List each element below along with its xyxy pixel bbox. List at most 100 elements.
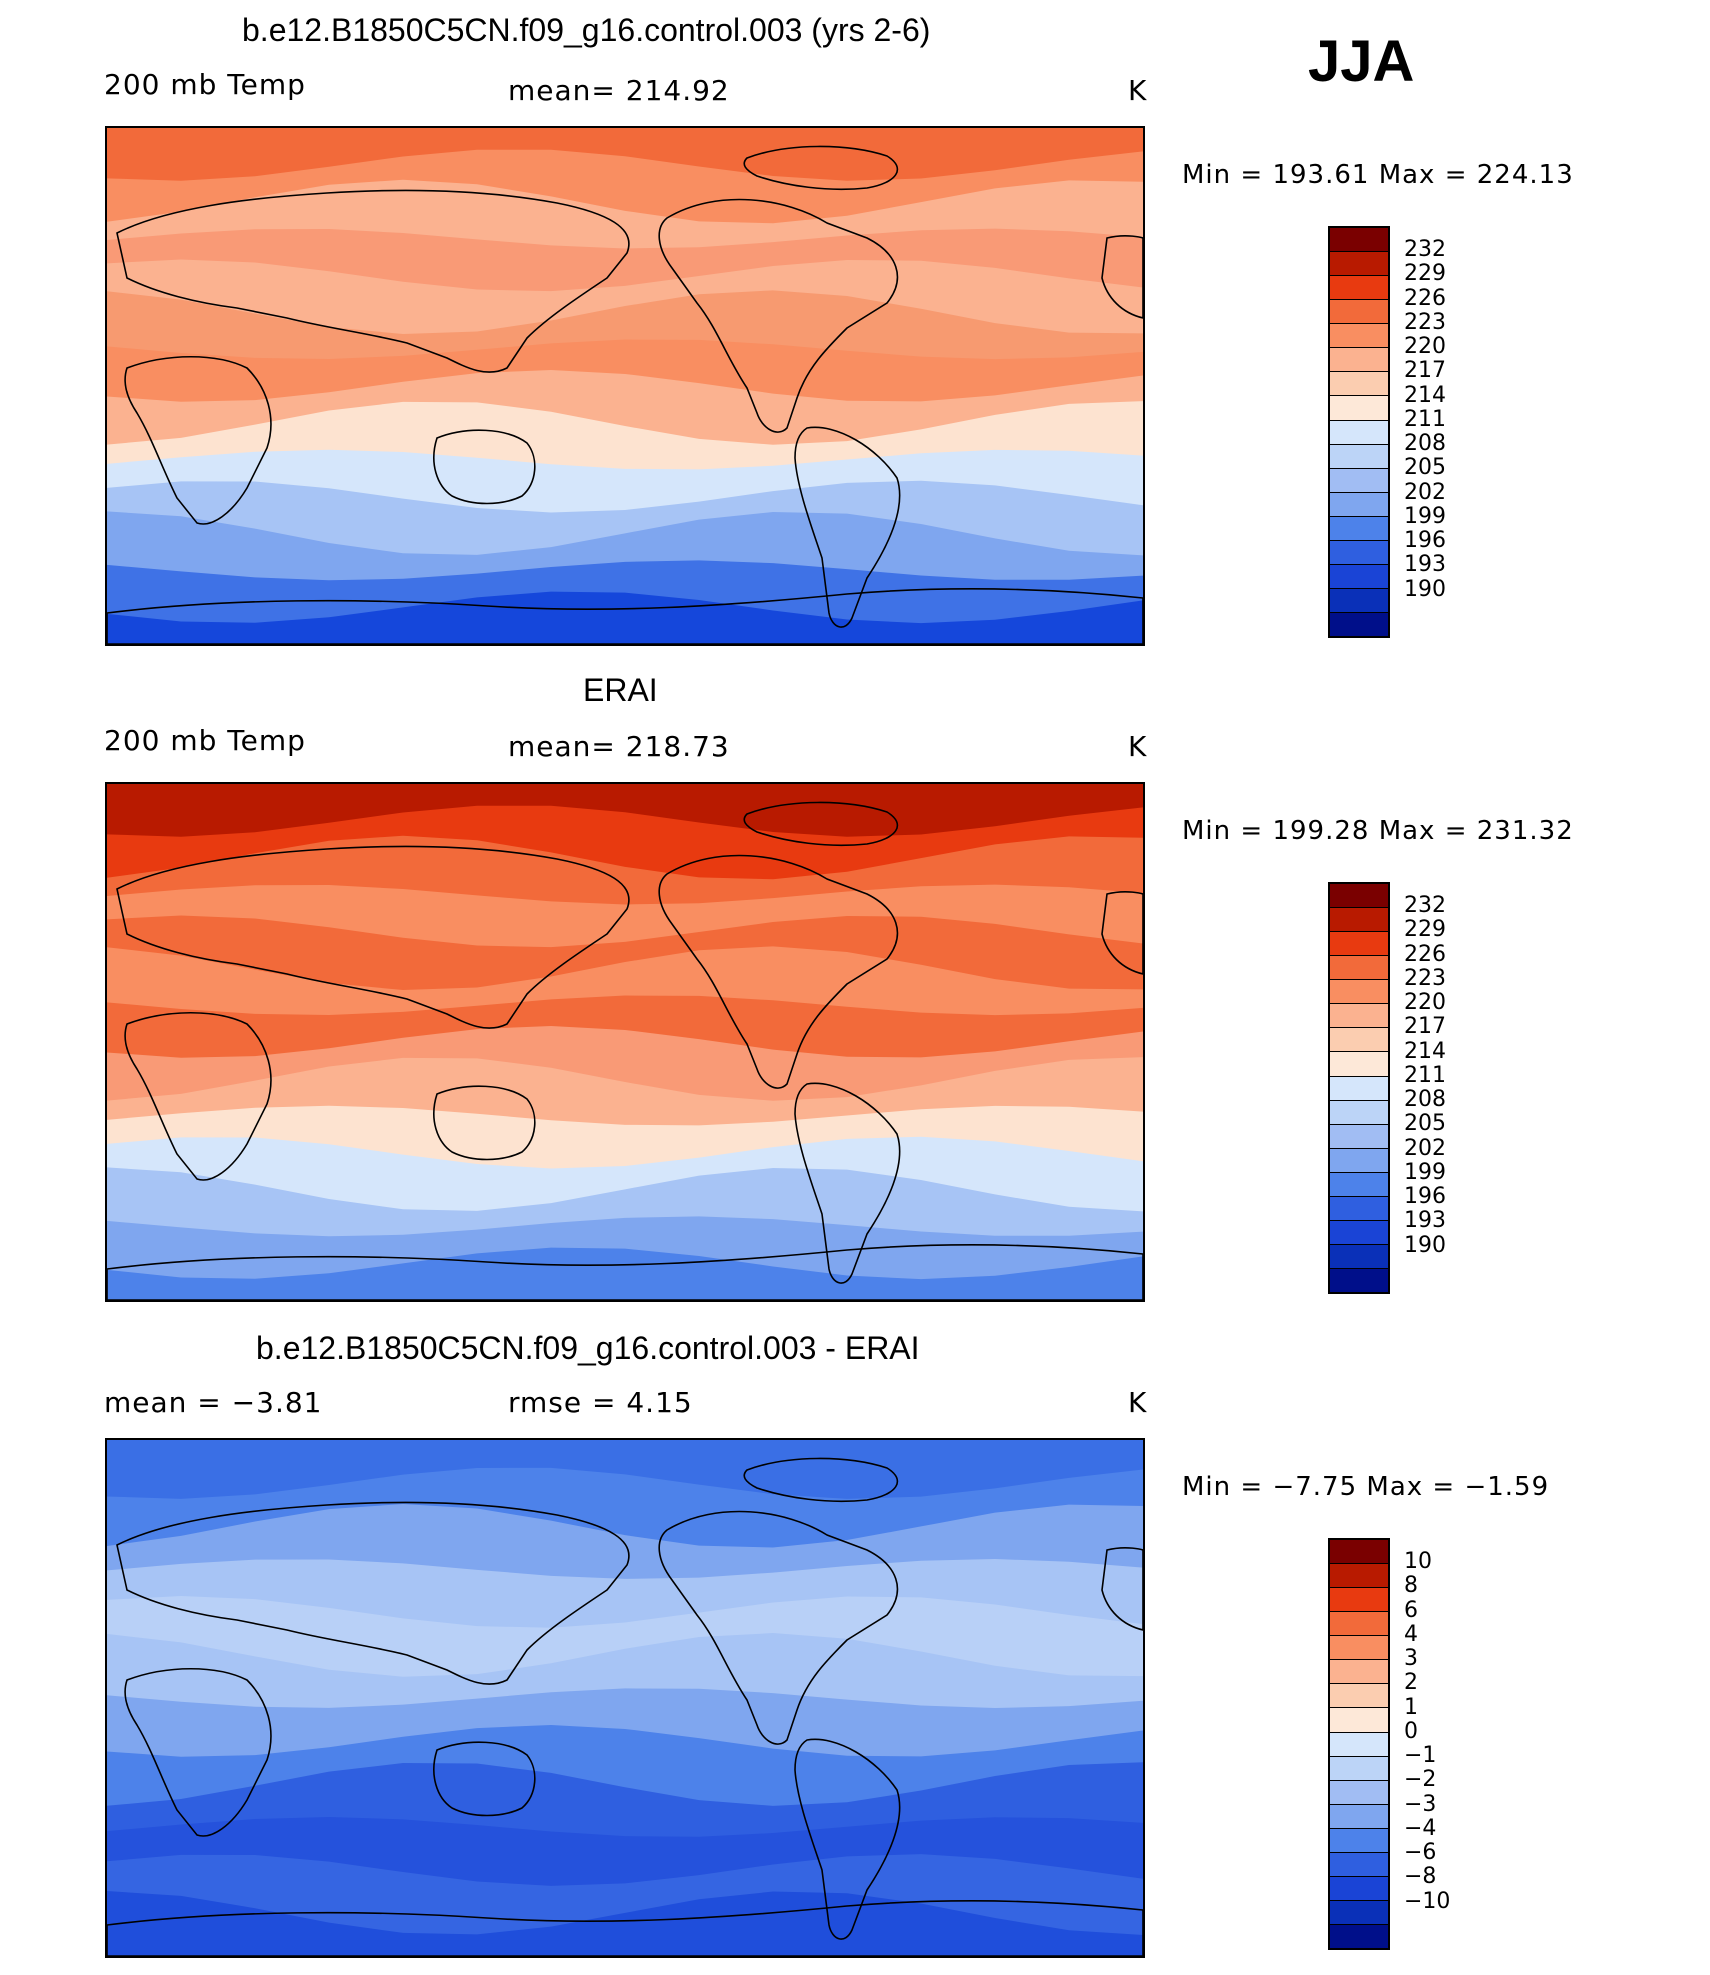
colorbar-tick-label: −1 — [1404, 1743, 1437, 1769]
panel1-mean-label: mean= 214.92 — [508, 74, 730, 107]
panel3-minmax: Min = −7.75 Max = −1.59 — [1182, 1472, 1550, 1502]
colorbar-tick-label: 205 — [1404, 1111, 1446, 1137]
colorbar-tick-label: −2 — [1404, 1767, 1437, 1793]
panel2-title: ERAI — [583, 672, 658, 708]
colorbar-tick-label: −6 — [1404, 1840, 1437, 1866]
colorbar-tick-label: −3 — [1404, 1791, 1437, 1817]
coastline — [107, 1243, 1143, 1300]
coastline — [1101, 235, 1143, 319]
colorbar-tick-label: 4 — [1404, 1621, 1418, 1647]
colorbar-swatch — [1330, 1708, 1388, 1733]
colorbar-swatch — [1330, 372, 1388, 397]
panel3-units: K — [1128, 1386, 1148, 1419]
colorbar-tick-label: 8 — [1404, 1573, 1418, 1599]
colorbar-swatch — [1330, 1148, 1388, 1173]
panel1-map — [105, 126, 1145, 646]
colorbar-swatch — [1330, 980, 1388, 1005]
colorbar-swatch — [1330, 1756, 1388, 1781]
panel3-map — [105, 1438, 1145, 1958]
colorbar-swatch — [1330, 1004, 1388, 1029]
colorbar-tick-label: 199 — [1404, 503, 1446, 529]
colorbar-swatch — [1330, 420, 1388, 445]
colorbar-swatch — [1330, 1732, 1388, 1757]
coastline — [1101, 891, 1143, 975]
colorbar-tick-label: 217 — [1404, 358, 1446, 384]
colorbar-tick-label: −8 — [1404, 1864, 1437, 1890]
colorbar-tick-label: 10 — [1404, 1549, 1432, 1575]
coastline — [794, 1738, 901, 1940]
colorbar-tick-label: −4 — [1404, 1815, 1437, 1841]
coastline — [433, 1085, 536, 1161]
colorbar-tick-label: 211 — [1404, 406, 1446, 432]
colorbar-swatch — [1330, 884, 1388, 909]
coastline — [1101, 1547, 1143, 1631]
colorbar-tick-label: −10 — [1404, 1888, 1451, 1914]
colorbar-tick-label: 211 — [1404, 1062, 1446, 1088]
panel1-colorbar-ticks: 232 229 226 223 220 217 214 211 208 205 202 199 196 1… — [1404, 226, 1474, 638]
coastline — [743, 1457, 899, 1503]
colorbar-tick-label: 223 — [1404, 309, 1446, 335]
coastline — [743, 145, 899, 191]
colorbar-swatch — [1330, 1684, 1388, 1709]
panel2-minmax: Min = 199.28 Max = 231.32 — [1182, 816, 1574, 846]
colorbar-tick-label: 193 — [1404, 1208, 1446, 1234]
panel3-mean-label: mean = −3.81 — [104, 1386, 323, 1419]
colorbar-swatch — [1330, 1196, 1388, 1221]
coastline — [116, 189, 630, 373]
colorbar-swatch — [1330, 1804, 1388, 1829]
colorbar-tick-label: 214 — [1404, 382, 1446, 408]
colorbar-swatch — [1330, 468, 1388, 493]
colorbar-swatch — [1330, 1076, 1388, 1101]
colorbar-tick-label: 214 — [1404, 1038, 1446, 1064]
coastline — [433, 429, 536, 505]
colorbar-tick-label: 232 — [1404, 893, 1446, 919]
colorbar-tick-label: 208 — [1404, 431, 1446, 457]
colorbar-tick-label: 202 — [1404, 479, 1446, 505]
colorbar-swatch — [1330, 492, 1388, 517]
colorbar-tick-label: 220 — [1404, 334, 1446, 360]
colorbar-tick-label: 199 — [1404, 1159, 1446, 1185]
coastline — [107, 1899, 1143, 1956]
colorbar-tick-label: 223 — [1404, 965, 1446, 991]
colorbar-swatch — [1330, 1636, 1388, 1661]
colorbar-swatch — [1330, 348, 1388, 373]
coastline — [124, 1667, 272, 1837]
contour-band — [107, 1891, 1143, 1956]
colorbar-swatch — [1330, 252, 1388, 277]
colorbar-swatch — [1330, 1540, 1388, 1565]
colorbar-tick-label: 190 — [1404, 576, 1446, 602]
colorbar-tick-label: 1 — [1404, 1694, 1418, 1720]
colorbar-swatch — [1330, 1852, 1388, 1877]
panel1-map-svg — [107, 128, 1143, 644]
colorbar-swatch — [1330, 1660, 1388, 1685]
colorbar-tick-label: 229 — [1404, 917, 1446, 943]
colorbar-swatch — [1330, 1269, 1388, 1293]
colorbar-swatch — [1330, 1124, 1388, 1149]
colorbar-swatch — [1330, 613, 1388, 637]
colorbar-swatch — [1330, 1564, 1388, 1589]
season-label: JJA — [1308, 29, 1415, 94]
panel3-rmse-label: rmse = 4.15 — [508, 1386, 693, 1419]
colorbar-tick-label: 2 — [1404, 1670, 1418, 1696]
panel1-variable-label: 200 mb Temp — [104, 68, 306, 101]
coastline — [658, 198, 899, 433]
colorbar-swatch — [1330, 1925, 1388, 1949]
panel2-map-svg — [107, 784, 1143, 1300]
colorbar-tick-label: 190 — [1404, 1232, 1446, 1258]
contour-band — [107, 591, 1143, 644]
colorbar-tick-label: 0 — [1404, 1718, 1418, 1744]
colorbar-swatch — [1330, 1612, 1388, 1637]
colorbar-tick-label: 3 — [1404, 1646, 1418, 1672]
coastline — [794, 1082, 901, 1284]
colorbar-swatch — [1330, 1588, 1388, 1613]
panel2-units: K — [1128, 730, 1148, 763]
colorbar-swatch — [1330, 516, 1388, 541]
colorbar-tick-label: 220 — [1404, 990, 1446, 1016]
colorbar-swatch — [1330, 564, 1388, 589]
colorbar-swatch — [1330, 1900, 1388, 1925]
coastline — [743, 801, 899, 847]
panel2-mean-label: mean= 218.73 — [508, 730, 730, 763]
coastline — [124, 1011, 272, 1181]
coastline — [658, 854, 899, 1089]
colorbar-swatch — [1330, 540, 1388, 565]
